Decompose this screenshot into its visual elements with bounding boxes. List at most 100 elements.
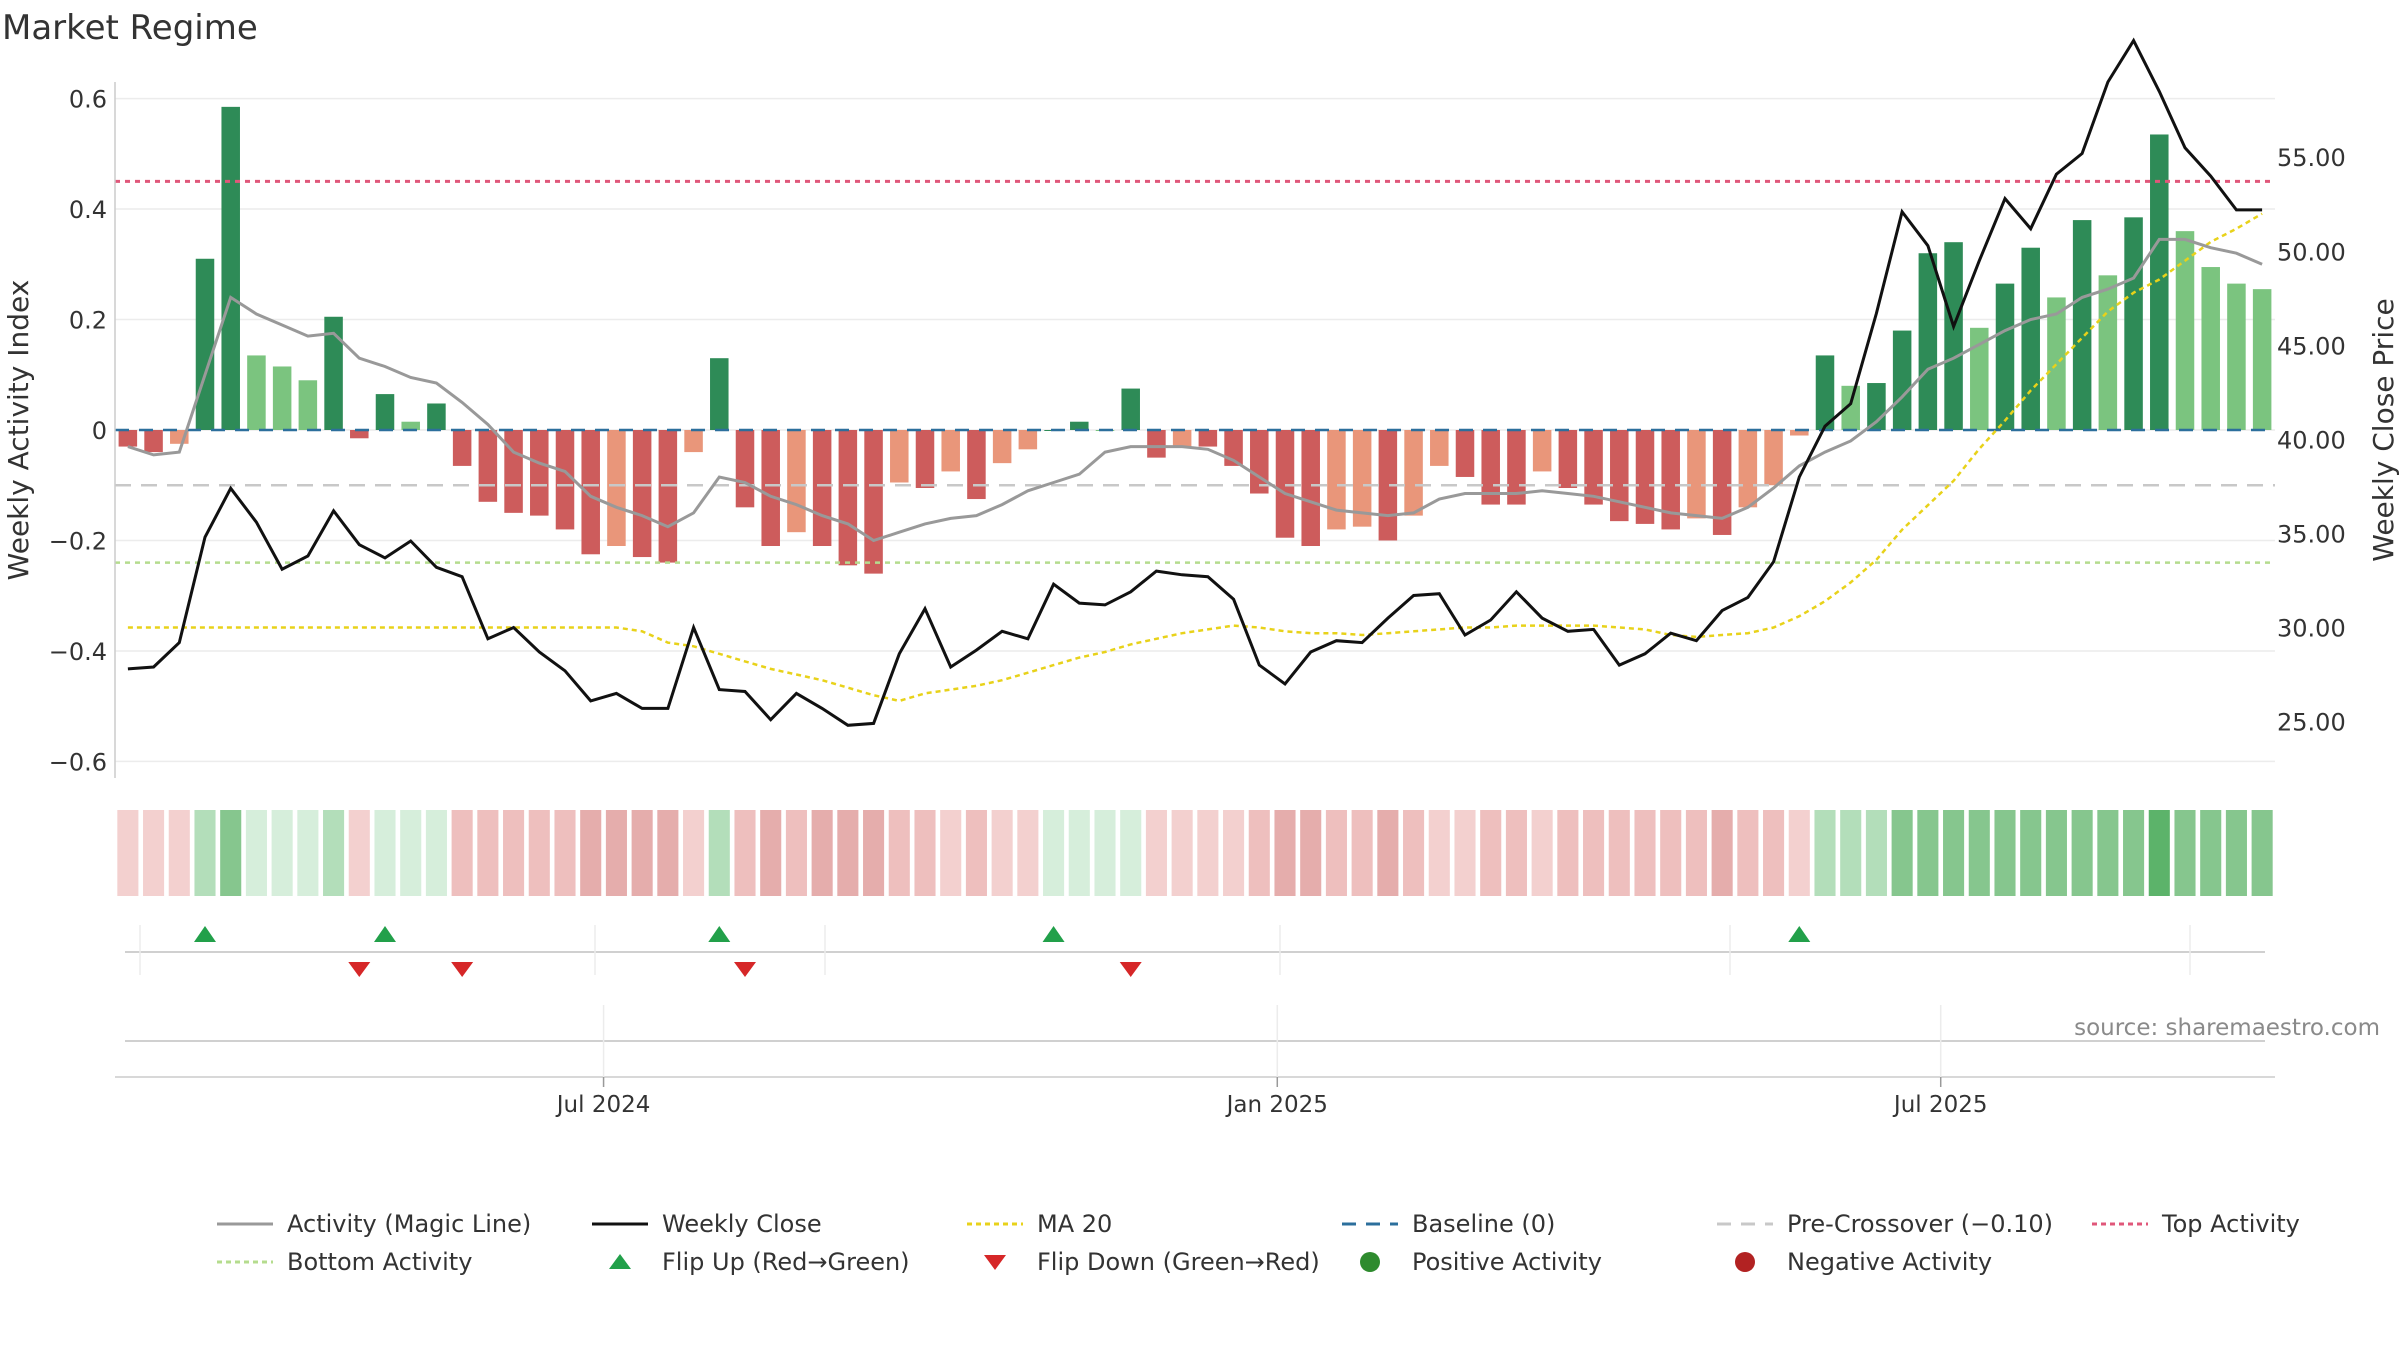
activity-bar — [1147, 430, 1166, 458]
legend-item: Pre-Crossover (−0.10) — [1715, 1210, 2053, 1238]
axes: −0.6 −0.4 −0.2 0 0.2 0.4 0.6 25.00 30.00 35.00 40.… — [2, 82, 2400, 778]
regime-cell — [914, 810, 936, 896]
regime-cell — [1094, 810, 1116, 896]
regime-cell — [2225, 810, 2247, 896]
regime-cell — [2251, 810, 2273, 896]
activity-bar — [735, 430, 755, 508]
regime-cell — [194, 810, 216, 896]
regime-cell — [940, 810, 962, 896]
activity-bar — [1944, 242, 1963, 430]
legend-label: Activity (Magic Line) — [287, 1210, 532, 1238]
regime-cell — [734, 810, 756, 896]
activity-bar — [272, 366, 292, 430]
regime-cell — [1994, 810, 2016, 896]
regime-cell — [1840, 810, 1862, 896]
activity-bar — [478, 430, 498, 502]
activity-bar — [555, 430, 575, 530]
legend: Activity (Magic Line) Weekly Close MA 20 Ba… — [215, 1205, 2355, 1281]
legend-symbol — [217, 1260, 273, 1264]
regime-cell — [451, 810, 473, 896]
activity-bar — [2098, 275, 2118, 430]
regime-cell — [1351, 810, 1373, 896]
legend-item: Activity (Magic Line) — [215, 1210, 531, 1238]
activity-bar — [1018, 430, 1038, 450]
legend-label: MA 20 — [1037, 1210, 1113, 1238]
legend-row: Activity (Magic Line) Weekly Close MA 20 Ba… — [215, 1205, 2355, 1243]
chart-title: Market Regime — [2, 8, 258, 48]
y2-tick-label: 25.00 — [2277, 709, 2346, 737]
regime-strip — [117, 810, 2273, 896]
legend-label: Bottom Activity — [287, 1248, 473, 1276]
activity-bar — [427, 403, 446, 430]
regime-cell — [2020, 810, 2042, 896]
activity-bar — [761, 430, 780, 546]
regime-cell — [605, 810, 627, 896]
activity-bar — [2021, 247, 2040, 430]
regime-cell — [1428, 810, 1450, 896]
y2-tick-label: 50.00 — [2277, 238, 2346, 266]
legend-label: Flip Down (Green→Red) — [1037, 1248, 1320, 1276]
y-tick-label: −0.6 — [49, 748, 107, 776]
activity-bar — [864, 430, 883, 574]
legend-item: Bottom Activity — [215, 1248, 472, 1276]
y-tick-label: −0.2 — [49, 527, 107, 555]
regime-cell — [1583, 810, 1605, 896]
regime-cell — [580, 810, 602, 896]
legend-symbol — [984, 1255, 1006, 1270]
regime-cell — [554, 810, 576, 896]
regime-cell — [323, 810, 345, 896]
activity-bar — [1404, 430, 1423, 516]
regime-cell — [785, 810, 807, 896]
regime-cell — [1788, 810, 1810, 896]
regime-cell — [811, 810, 833, 896]
activity-bar — [350, 430, 369, 439]
regime-cell — [1300, 810, 1322, 896]
flip-down-marker — [1119, 962, 1142, 977]
activity-bar — [581, 430, 600, 555]
regime-cell — [991, 810, 1013, 896]
regime-cell — [1711, 810, 1733, 896]
regime-cell — [2148, 810, 2170, 896]
activity-bar — [1764, 430, 1783, 486]
regime-cell — [400, 810, 422, 896]
regime-cell — [143, 810, 165, 896]
activity-bar — [1250, 430, 1269, 494]
regime-cell — [837, 810, 859, 896]
activity-bar — [530, 430, 549, 516]
weekly-close-line — [127, 37, 2263, 727]
activity-bar — [1918, 253, 1938, 430]
activity-bar — [1558, 430, 1578, 488]
regime-cell — [2123, 810, 2145, 896]
regime-cell — [965, 810, 987, 896]
activity-bar — [1327, 430, 1346, 530]
legend-label: Top Activity — [2162, 1210, 2300, 1238]
regime-cell — [1248, 810, 1270, 896]
regime-cell — [1274, 810, 1296, 896]
activity-bar — [1610, 430, 1629, 522]
regime-cell — [503, 810, 525, 896]
legend-symbol — [1717, 1222, 1773, 1226]
magic-line — [127, 237, 2263, 543]
regime-cell — [1017, 810, 1039, 896]
activity-bar — [1430, 430, 1449, 466]
activity-bar — [812, 430, 832, 546]
legend-row: Bottom Activity Flip Up (Red→Green) Flip D… — [215, 1243, 2355, 1281]
y-tick-label: 0.4 — [69, 196, 107, 224]
regime-cell — [1377, 810, 1399, 896]
regime-cell — [657, 810, 679, 896]
regime-cell — [2071, 810, 2093, 896]
legend-label: Positive Activity — [1412, 1248, 1602, 1276]
series-lines — [115, 37, 2275, 727]
regime-cell — [1943, 810, 1965, 896]
legend-symbol — [592, 1222, 648, 1226]
activity-bar — [324, 316, 343, 430]
flip-down-marker — [734, 962, 756, 977]
activity-bar — [1070, 421, 1089, 430]
activity-bar — [2252, 289, 2272, 430]
activity-bar — [375, 394, 395, 430]
activity-bar — [144, 430, 163, 453]
activity-bar — [1121, 388, 1140, 430]
y2-tick-label: 55.00 — [2277, 144, 2346, 172]
source-note: source: sharemaestro.com — [2074, 1015, 2380, 1041]
activity-bar — [118, 430, 138, 447]
